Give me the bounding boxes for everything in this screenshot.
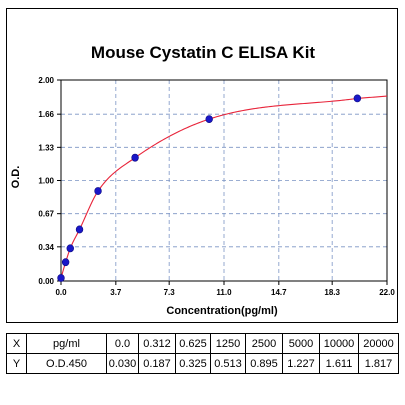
table-cell: 0.625 [175, 333, 211, 354]
table-cell: 10000 [319, 333, 359, 354]
x-tick-label: 22.0 [379, 288, 395, 297]
x-tick-label: 7.3 [164, 288, 176, 297]
x-axis-label: Concentration(pg/ml) [166, 305, 278, 317]
x-tick-label: 0.0 [55, 288, 67, 297]
y-axis-label: O.D. [10, 166, 22, 189]
table-cell: X [6, 333, 27, 354]
table-cell: 0.030 [106, 353, 139, 374]
fit-curve [60, 95, 388, 279]
table-cell: 2500 [245, 333, 283, 354]
table-row: Y O.D.450 0.030 0.187 0.325 0.513 0.895 … [6, 353, 399, 374]
data-point [353, 94, 362, 103]
data-point [131, 153, 139, 162]
data-point [205, 115, 213, 123]
y-tick-label: 0.34 [38, 243, 54, 252]
table-cell: 1250 [210, 333, 246, 354]
table-cell: O.D.450 [26, 353, 107, 374]
data-point [66, 244, 74, 253]
y-tick-label: 1.66 [38, 110, 54, 119]
table-row: X pg/ml 0.0 0.312 0.625 1250 2500 5000 1… [6, 333, 399, 354]
table-cell: 0.0 [106, 333, 139, 354]
data-point [57, 274, 65, 282]
table-cell: 1.817 [358, 353, 399, 374]
y-tick-label: 0.00 [38, 277, 54, 286]
y-tick-label: 1.33 [38, 143, 54, 152]
table-cell: 5000 [282, 333, 320, 354]
data-point [94, 187, 102, 195]
chart-frame [6, 8, 398, 323]
axis-ticks: 0.0 3.7 7.3 11.0 14.7 18.3 22.0 0.00 0.34 0.67 1.0… [38, 76, 395, 297]
y-tick-label: 1.00 [38, 177, 54, 186]
table-cell: 0.513 [210, 353, 246, 374]
x-tick-label: 11.0 [216, 288, 232, 297]
grid [61, 80, 387, 281]
data-point [75, 225, 84, 234]
table-cell: 1.611 [319, 353, 359, 374]
table-cell: 0.895 [245, 353, 283, 374]
table-cell: 20000 [358, 333, 399, 354]
table-cell: 0.312 [138, 333, 176, 354]
x-tick-label: 3.7 [110, 288, 122, 297]
table-cell: 0.187 [138, 353, 176, 374]
y-tick-label: 0.67 [38, 210, 54, 219]
table-cell: pg/ml [26, 333, 107, 354]
x-tick-label: 18.3 [324, 288, 340, 297]
table-cell: 0.325 [175, 353, 211, 374]
table-cell: 1.227 [282, 353, 320, 374]
table-cell: Y [6, 353, 27, 374]
x-tick-label: 14.7 [271, 288, 287, 297]
chart: Mouse Cystatin C ELISA Kit O.D. Concentr… [10, 43, 395, 317]
data-points [57, 94, 362, 282]
data-point [61, 258, 70, 267]
data-table: X pg/ml 0.0 0.312 0.625 1250 2500 5000 1… [6, 333, 399, 374]
chart-title: Mouse Cystatin C ELISA Kit [91, 43, 316, 62]
y-tick-label: 2.00 [38, 76, 54, 85]
